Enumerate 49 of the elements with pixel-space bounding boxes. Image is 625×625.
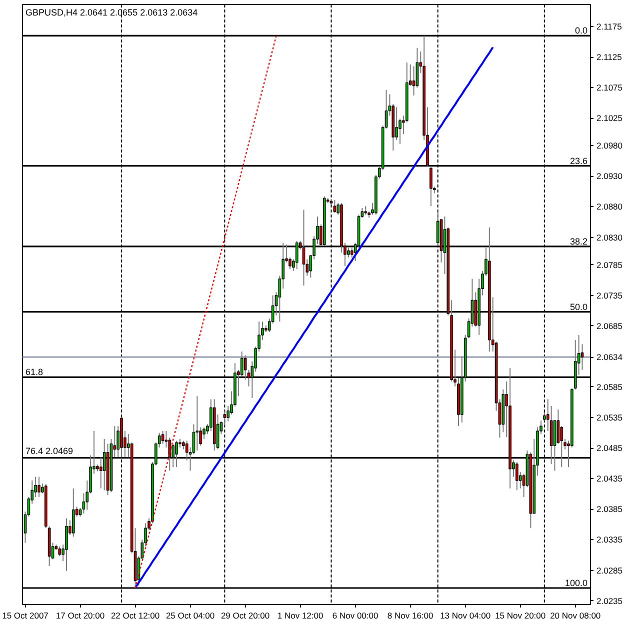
candlestick <box>65 518 68 572</box>
annotation: 61.8 <box>26 367 44 378</box>
x-tick-label: 29 Oct 20:00 <box>220 610 270 620</box>
y-tick-label: 2.0335 <box>596 534 623 545</box>
y-tick-label: 2.0435 <box>596 474 623 484</box>
annotation: 0.0 <box>574 26 588 36</box>
x-tick-label: 15 Oct 2007 <box>2 610 49 620</box>
y-tick-label: 2.0585 <box>596 382 623 392</box>
y-tick-label: 2.0980 <box>596 140 623 151</box>
candlestick <box>196 396 199 452</box>
annotation: 76.4 2.0469 <box>26 446 74 456</box>
x-tick-label: 6 Nov 00:00 <box>332 610 379 620</box>
y-tick-label: 2.1075 <box>596 82 623 93</box>
x-tick-label: 25 Oct 04:00 <box>166 610 215 620</box>
y-tick-label: 2.0485 <box>596 443 623 454</box>
y-tick-label: 2.1125 <box>596 52 622 62</box>
x-tick-label: 1 Nov 12:00 <box>277 610 324 620</box>
x-tick-label: 17 Oct 20:00 <box>56 610 105 620</box>
candlestick <box>516 462 518 491</box>
candlestick <box>412 66 416 96</box>
y-tick-label: 2.0830 <box>596 232 623 242</box>
y-tick-label: 2.0785 <box>596 260 623 270</box>
x-tick-label: 22 Oct 12:00 <box>110 610 160 620</box>
y-tick-label: 2.0685 <box>596 320 623 331</box>
y-tick-label: 2.0235 <box>596 596 623 606</box>
candlestick <box>72 488 75 538</box>
candlestick <box>58 546 62 557</box>
y-tick-label: 2.0535 <box>596 412 623 423</box>
candlestick <box>395 106 398 141</box>
y-tick-label: 2.0385 <box>596 504 623 514</box>
annotation: 23.6 <box>570 156 588 166</box>
line-series <box>134 35 277 589</box>
line-series <box>134 46 494 590</box>
y-tick-label: 2.1025 <box>596 113 623 124</box>
candlestick <box>38 476 40 498</box>
y-tick-label: 2.0634 <box>596 352 623 362</box>
x-tick-label: 20 Nov 08:00 <box>550 610 601 620</box>
y-tick-label: 2.0285 <box>596 565 623 576</box>
y-tick-label: 2.0930 <box>596 171 623 182</box>
annotation: 38.2 <box>570 236 588 246</box>
y-tick-label: 2.0735 <box>596 290 623 300</box>
x-tick-label: 13 Nov 04:00 <box>440 610 491 620</box>
y-tick-label: 2.0880 <box>596 202 623 212</box>
chart-title: GBPUSD,H4 2.0641 2.0655 2.0613 2.0634 <box>26 8 198 18</box>
annotation: 100.0 <box>564 578 588 588</box>
annotation: 50.0 <box>570 302 588 312</box>
x-tick-label: 8 Nov 16:00 <box>387 610 434 620</box>
x-tick-label: 15 Nov 20:00 <box>495 610 546 620</box>
y-tick-label: 2.1175 <box>596 21 622 32</box>
